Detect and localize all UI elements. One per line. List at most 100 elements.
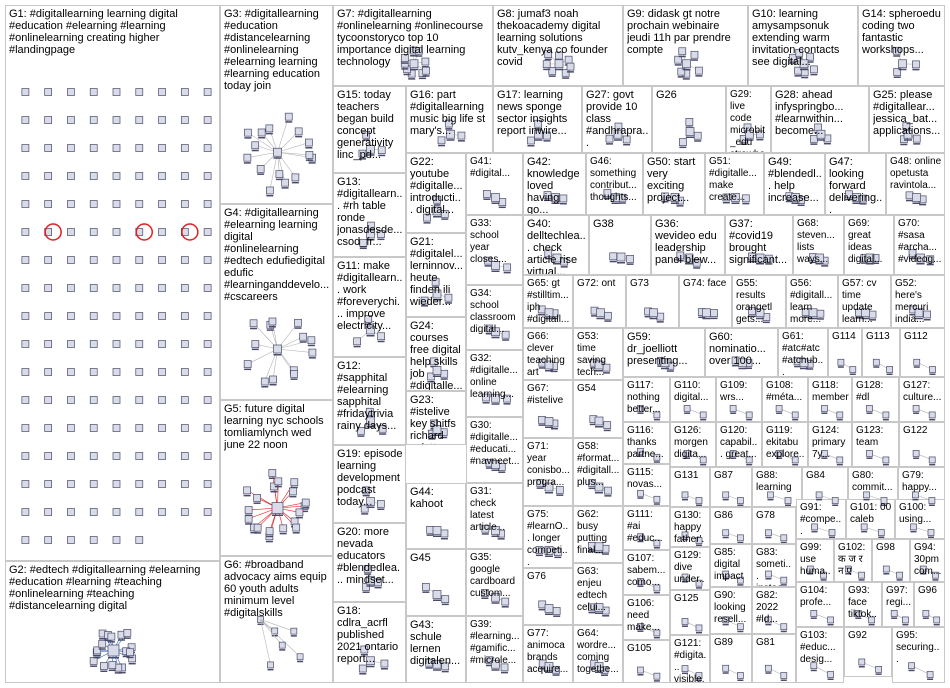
node-caption-mark [893,76,901,78]
group-graph [590,306,612,322]
group-panel-g49: G49: #blendedl... help increase... [764,153,825,215]
node-caption-mark [544,257,552,260]
node-caption-mark [722,623,729,626]
graph-node [743,123,752,132]
node-caption-mark [756,138,764,141]
group-panel-g110: G110: digital... [670,377,716,422]
group-graph [481,524,506,540]
group-panel-g24: G24: courses free digital help skills jo… [406,317,466,391]
node-caption-mark [929,373,936,375]
graph-node [180,172,189,180]
node-caption-mark [535,554,543,557]
node-caption-mark [748,315,756,318]
graph-node [483,190,491,198]
group-graph [908,249,935,266]
node-caption-mark [795,57,803,59]
group-graph [765,529,788,543]
group-panel-g85: G85: digital impact [710,544,752,587]
graph-node [180,284,189,292]
graph-node [268,469,277,477]
node-caption-mark [123,637,131,639]
group-graph [860,253,880,265]
graph-node [865,253,875,263]
graph-node [135,452,144,460]
node-caption-mark [555,68,563,71]
node-caption-mark [852,202,861,204]
graph-node [928,411,936,419]
graph-node [815,253,824,263]
graph-node [21,116,30,124]
node-caption-mark [415,55,423,57]
group-graph [589,415,612,432]
graph-node [799,59,809,69]
node-caption-mark [485,332,493,335]
node-caption-mark [792,418,799,421]
graph-node [858,571,865,579]
graph-node [44,424,53,432]
node-caption-mark [682,78,690,80]
node-caption-mark [244,137,252,139]
graph-node [158,508,166,516]
graph-node [653,539,661,547]
graph-node [444,293,453,302]
graph-edge [277,151,310,156]
graph-node [868,310,877,319]
group-panel-g106: G106: need make... [623,595,670,640]
graph-node [542,60,551,68]
graph-node [360,645,369,654]
graph-node [827,616,834,624]
graph-node [534,129,543,139]
graph-node [89,424,98,432]
node-caption-mark [253,502,261,504]
graph-node [923,310,931,319]
node-caption-mark [806,368,814,370]
node-caption-mark [649,317,658,320]
node-caption-mark [916,263,925,265]
group-graph [527,119,551,147]
group-panel-g56: G56: #digitall... learn more... [786,275,838,328]
group-panel-g121: G121: #digita... visible... [670,635,710,683]
group-panel-g70: G70: #sasa #archa... #videog... [894,215,945,275]
node-caption-mark [590,668,598,670]
node-caption-mark [732,364,740,367]
graph-node [544,360,554,370]
graph-node [858,658,866,666]
graph-node [795,48,804,57]
group-graph [676,251,701,269]
node-caption-mark [308,162,316,164]
node-caption-mark [682,68,691,71]
graph-node [44,508,53,516]
graph-node [814,123,822,132]
node-caption-mark [534,128,542,130]
graph-node [366,656,375,666]
graph-node [203,200,212,208]
graph-node [755,253,765,263]
group-graph [535,546,562,559]
graph-node [21,480,30,488]
node-caption-mark [678,55,686,58]
node-caption-mark [744,367,752,370]
group-graph [837,358,857,375]
graph-node [67,200,75,208]
graph-node [44,256,53,264]
graph-node [21,452,30,460]
group-graph [810,610,834,626]
graph-node [594,542,604,552]
node-caption-mark [836,463,843,466]
graph-node [251,141,260,150]
graph-node [828,529,836,536]
graph-node [745,411,753,419]
node-caption-mark [545,613,553,615]
graph-node [791,456,799,464]
node-caption-mark [257,173,265,175]
graph-node [251,340,260,348]
graph-node [780,534,788,542]
graph-node [256,165,265,173]
node-caption-mark [543,199,551,202]
node-caption-mark [98,648,106,650]
node-caption-mark [797,204,805,207]
graph-node [305,138,313,147]
group-panel-g16: G16: part #digitallearning music big lif… [406,86,493,153]
node-caption-mark [268,325,276,328]
node-caption-mark [491,469,500,471]
